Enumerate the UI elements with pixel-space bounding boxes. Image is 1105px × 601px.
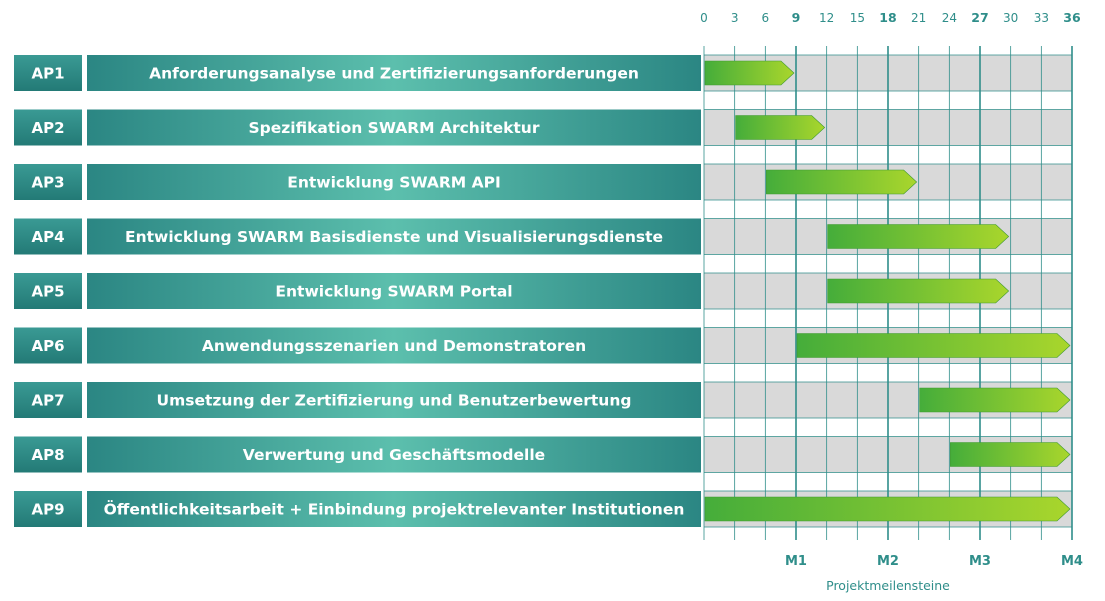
task-name-bar <box>87 436 701 473</box>
tick-label: 18 <box>879 10 896 25</box>
task-name: Spezifikation SWARM Architektur <box>249 119 540 137</box>
task-code-box <box>14 382 82 418</box>
task-code: AP1 <box>31 65 64 83</box>
task-code: AP5 <box>31 283 64 301</box>
tick-label: 30 <box>1003 11 1018 25</box>
task-code: AP6 <box>31 337 64 355</box>
milestone-label: M2 <box>877 554 899 569</box>
tick-label: 36 <box>1063 10 1081 25</box>
gantt-bar <box>827 224 1010 249</box>
gantt-bar <box>950 442 1071 467</box>
task-code-box <box>14 218 82 255</box>
tick-label: 12 <box>819 11 834 25</box>
task-code-box <box>14 109 82 146</box>
gantt-bar <box>704 496 1071 522</box>
task-code-box <box>14 273 82 309</box>
task-code: AP2 <box>31 119 64 137</box>
task-code-box <box>14 55 82 91</box>
task-code: AP3 <box>31 174 64 192</box>
gantt-bar <box>735 115 826 140</box>
tick-label: 15 <box>850 11 865 25</box>
gantt-bar <box>796 333 1071 358</box>
task-name-bar <box>87 109 701 146</box>
tick-label: 21 <box>911 11 926 25</box>
task-name: Umsetzung der Zertifizierung und Benutze… <box>157 392 632 410</box>
task-name: Verwertung und Geschäftsmodelle <box>243 446 545 464</box>
tick-label: 6 <box>762 11 770 25</box>
task-name-bar <box>87 55 701 91</box>
gantt-bar <box>766 169 918 195</box>
tick-label: 9 <box>792 10 801 25</box>
milestone-label: M1 <box>785 554 807 569</box>
task-name: Öffentlichkeitsarbeit + Einbindung proje… <box>104 500 685 519</box>
task-name: Entwicklung SWARM Basisdienste und Visua… <box>125 228 663 246</box>
task-code-box <box>14 327 82 364</box>
task-code: AP7 <box>31 392 64 410</box>
tick-label: 27 <box>971 10 988 25</box>
task-name-bar <box>87 273 701 309</box>
task-name-bar <box>87 218 701 255</box>
milestone-label: M4 <box>1061 554 1083 569</box>
task-code-box <box>14 491 82 527</box>
x-axis-label: Projektmeilensteine <box>826 578 950 593</box>
task-code-box <box>14 164 82 200</box>
task-name-bar <box>87 164 701 200</box>
task-code: AP9 <box>31 501 64 519</box>
task-code: AP8 <box>31 446 64 464</box>
task-name-bar <box>87 491 701 527</box>
task-code: AP4 <box>31 228 64 246</box>
task-name: Entwicklung SWARM API <box>287 174 500 192</box>
tick-label: 33 <box>1034 11 1049 25</box>
task-code-box <box>14 436 82 473</box>
gantt-bar <box>919 387 1071 413</box>
milestone-label: M3 <box>969 554 991 569</box>
tick-label: 24 <box>942 11 957 25</box>
task-name: Anwendungsszenarien und Demonstratoren <box>202 337 586 355</box>
task-name-bar <box>87 327 701 364</box>
gantt-bar <box>704 60 795 86</box>
tick-label: 3 <box>731 11 739 25</box>
task-rows: AP1 Anforderungsanalyse und Zertifizierun… <box>14 55 1071 527</box>
gantt-bar <box>827 278 1010 304</box>
task-name-bar <box>87 382 701 418</box>
tick-label: 0 <box>700 11 708 25</box>
task-name: Anforderungsanalyse und Zertifizierungsa… <box>149 65 639 83</box>
task-name: Entwicklung SWARM Portal <box>275 283 512 301</box>
